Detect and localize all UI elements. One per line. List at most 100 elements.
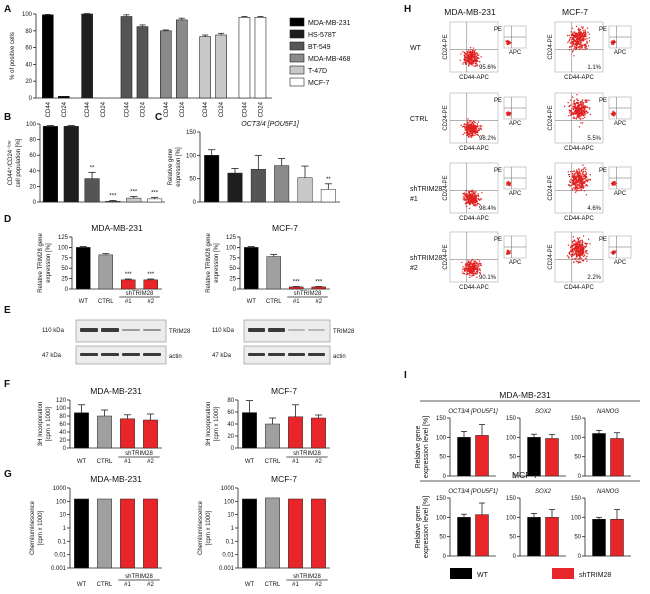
y-tick-label: 50 <box>574 535 581 541</box>
y-axis-label: Chemiluminescence <box>198 500 204 555</box>
flow-x-axis-label: CD44-APC <box>459 216 489 222</box>
flow-event-dot <box>581 249 584 252</box>
flow-event-dot <box>576 112 579 115</box>
flow-event-dot <box>481 125 483 127</box>
y-tick-label: 50 <box>229 266 236 272</box>
flow-event-dot <box>474 61 477 63</box>
y-axis-label: Relative gene <box>415 425 422 468</box>
significance-label: *** <box>125 272 133 278</box>
flow-row-label: shTRIM28 <box>410 186 442 193</box>
x-marker-label: CD24 <box>101 101 107 117</box>
flow-event-dot <box>612 112 615 114</box>
flow-event-dot <box>506 184 508 186</box>
flow-event-dot <box>572 112 574 115</box>
flow-inset-x-label: APC <box>509 191 522 197</box>
flow-event-dot <box>505 252 508 254</box>
flow-event-dot <box>469 62 471 64</box>
flow-event-dot <box>474 194 476 196</box>
flow-event-dot <box>508 252 510 255</box>
flow-event-dot <box>510 112 512 114</box>
flow-event-dot <box>582 247 584 249</box>
flow-event-dot <box>469 56 472 58</box>
legend-label: MDA-MB-468 <box>308 56 351 63</box>
flow-percentage: 2.2% <box>587 275 601 281</box>
flow-event-dot <box>465 205 468 208</box>
flow-event-dot <box>613 251 615 253</box>
flow-event-dot <box>574 48 577 51</box>
flow-event-dot <box>464 53 467 55</box>
flow-event-dot <box>464 198 466 200</box>
x-label-shtrim28: shTRIM28 <box>294 291 322 297</box>
bar <box>143 498 158 569</box>
blot-band <box>101 328 119 332</box>
flow-event-dot <box>472 258 474 261</box>
flow-event-dot <box>579 113 582 115</box>
y-tick-label: 0 <box>233 287 237 293</box>
flow-event-dot <box>571 247 574 249</box>
y-tick-label: 125 <box>58 235 69 241</box>
flow-event-dot <box>468 207 471 210</box>
flow-y-axis-label: CD24-PE <box>548 244 554 269</box>
flow-event-dot <box>479 268 481 270</box>
flow-event-dot <box>462 266 464 268</box>
flow-event-dot <box>580 110 582 113</box>
y-tick-label: 60 <box>59 422 66 428</box>
flow-event-dot <box>582 31 585 34</box>
bar <box>545 517 559 557</box>
flow-event-dot <box>579 180 581 182</box>
flow-event-dot <box>469 132 472 134</box>
flow-event-dot <box>464 192 466 194</box>
y-tick-label: 40 <box>25 62 32 68</box>
flow-event-dot <box>464 124 467 126</box>
bar <box>475 514 489 557</box>
bar <box>84 178 100 203</box>
legend-label-wt: WT <box>477 572 489 579</box>
flow-event-dot <box>580 170 583 173</box>
flow-y-axis-label: CD24-PE <box>548 34 554 59</box>
flow-event-dot <box>463 193 465 195</box>
flow-event-dot <box>586 41 588 44</box>
flow-event-dot <box>574 173 576 176</box>
flow-event-dot <box>466 133 468 136</box>
flow-event-dot <box>466 198 468 201</box>
flow-event-dot <box>470 193 473 195</box>
trim28-label: TRIM28 <box>169 329 191 335</box>
flow-inset-y-label: PE <box>494 237 502 243</box>
flow-event-dot <box>569 99 572 101</box>
flow-event-dot <box>467 134 469 137</box>
flow-event-dot <box>473 60 475 62</box>
y-tick-label: 100 <box>436 435 447 441</box>
chart-title: MDA-MB-231 <box>90 474 142 484</box>
flow-event-dot <box>473 65 475 67</box>
flow-event-dot <box>508 185 510 187</box>
flow-event-dot <box>568 174 570 176</box>
y-tick-label: 0 <box>65 287 69 293</box>
flow-event-dot <box>587 31 589 33</box>
x-marker-label: CD24 <box>219 101 225 117</box>
y-axis-label: [cpm x 1000] <box>46 406 52 441</box>
flow-x-axis-label: CD44-APC <box>459 75 489 81</box>
flow-event-dot <box>572 42 574 44</box>
flow-event-dot <box>582 235 585 237</box>
flow-y-axis-label: CD24-PE <box>443 105 449 130</box>
flow-event-dot <box>469 262 472 264</box>
y-tick-label: 60 <box>29 153 36 159</box>
bar <box>74 412 89 449</box>
flow-row-label: #2 <box>410 265 418 272</box>
panel-letter-i: I <box>404 370 407 381</box>
flow-event-dot <box>575 180 577 182</box>
flow-event-dot <box>471 126 473 129</box>
flow-event-dot <box>578 27 580 30</box>
flow-percentage: 98.4% <box>479 206 497 212</box>
flow-event-dot <box>571 254 574 256</box>
flow-event-dot <box>589 178 591 181</box>
y-tick-label: 1000 <box>221 486 235 492</box>
flow-event-dot <box>470 51 473 53</box>
kda-110-label: 110 kDa <box>212 328 235 334</box>
flow-event-dot <box>507 112 509 114</box>
flow-event-dot <box>579 251 581 253</box>
y-tick-label: 100 <box>436 515 447 521</box>
flow-event-dot <box>463 132 466 134</box>
flow-event-dot <box>612 115 614 117</box>
flow-event-dot <box>465 54 467 56</box>
